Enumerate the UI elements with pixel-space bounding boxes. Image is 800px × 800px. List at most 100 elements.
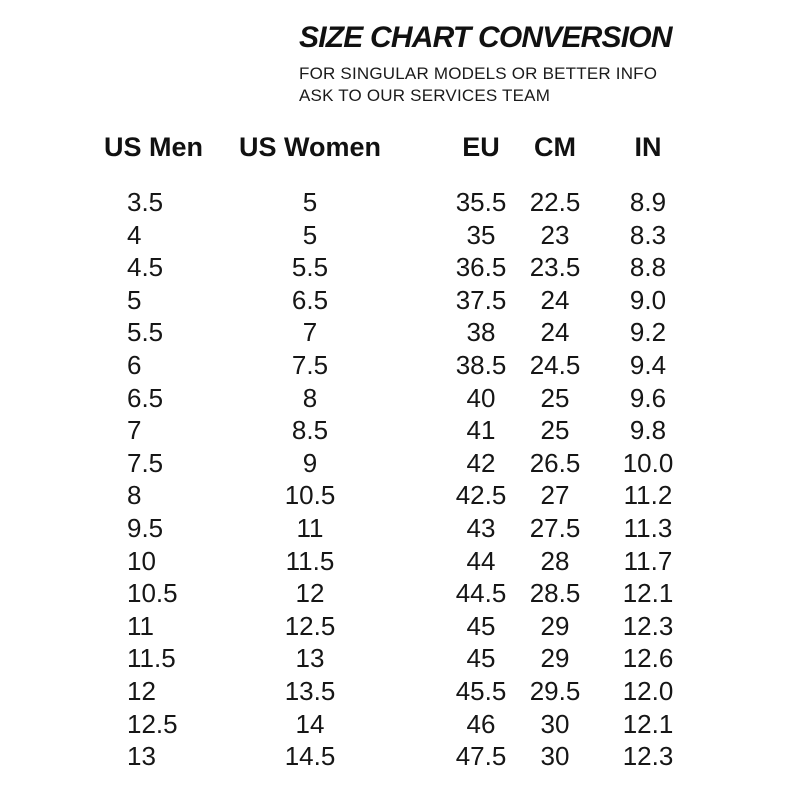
table-row: 4.5 5.5 36.5 23.5 8.8: [104, 251, 704, 284]
page-title: SIZE CHART CONVERSION: [299, 21, 673, 54]
table-cell: 12.3: [622, 610, 674, 641]
table-cell: 9.0: [629, 284, 667, 315]
table-cell: 6.5: [127, 382, 164, 413]
table-cell: 35: [466, 219, 496, 250]
table-cell: 29: [540, 643, 570, 674]
table-cell: 24: [540, 317, 570, 348]
table-cell: 9.8: [629, 415, 667, 446]
column-header-in: IN: [634, 132, 662, 162]
table-cell: 12.6: [622, 643, 674, 674]
column-header-us-women: US Women: [238, 132, 381, 162]
table-cell: 11.7: [623, 545, 673, 576]
table-cell: 12.1: [622, 708, 674, 739]
table-cell: 10: [127, 545, 156, 576]
table-cell: 24.5: [529, 349, 581, 380]
table-cell: 25: [540, 382, 570, 413]
table-row: 12 13.5 45.5 29.5 12.0: [104, 675, 704, 708]
table-cell: 7: [302, 317, 318, 348]
table-cell: 23.5: [529, 252, 581, 283]
table-cell: 7: [127, 415, 142, 446]
table-cell: 25: [540, 415, 570, 446]
table-cell: 12.0: [622, 675, 674, 706]
table-cell: 11: [127, 610, 154, 641]
table-cell: 5.5: [291, 252, 329, 283]
table-cell: 13: [127, 741, 156, 772]
table-cell: 12.3: [622, 741, 674, 772]
table-cell: 6.5: [291, 284, 329, 315]
table-cell: 13.5: [284, 675, 336, 706]
table-cell: 14: [295, 708, 325, 739]
table-cell: 27.5: [529, 512, 581, 543]
table-cell: 8.8: [629, 252, 667, 283]
table-cell: 3.5: [127, 187, 164, 217]
table-row: 11 12.5 45 29 12.3: [104, 610, 704, 643]
table-cell: 9.4: [629, 349, 667, 380]
size-conversion-table: US Men US Women EU CM IN 3.5 5 35.5 22.5 8.9…: [104, 130, 704, 773]
table-cell: 44: [466, 545, 496, 576]
page-subtitle-line2: ASK TO OUR SERVICES TEAM: [299, 86, 551, 105]
table-cell: 4.5: [127, 252, 164, 283]
table-cell: 28.5: [529, 578, 581, 609]
table-cell: 30: [540, 741, 570, 772]
table-row: 11.5 13 45 29 12.6: [104, 642, 704, 675]
table-cell: 5: [302, 219, 318, 250]
table-cell: 10.5: [127, 578, 178, 609]
table-row: 5 6.5 37.5 24 9.0: [104, 284, 704, 317]
table-cell: 30: [540, 708, 570, 739]
table-cell: 29.5: [529, 675, 581, 706]
table-cell: 44.5: [455, 578, 507, 609]
table-cell: 26.5: [529, 447, 581, 478]
table-cell: 45.5: [455, 675, 507, 706]
table-cell: 11.5: [285, 545, 335, 576]
table-cell: 11.3: [623, 512, 673, 543]
table-cell: 12: [127, 675, 156, 706]
table-cell: 9.6: [629, 382, 667, 413]
table-cell: 10.5: [284, 480, 336, 511]
table-cell: 43: [466, 512, 496, 543]
table-cell: 8.9: [629, 187, 667, 217]
table-cell: 27: [540, 480, 570, 511]
table-cell: 46: [466, 708, 496, 739]
table-cell: 40: [466, 382, 496, 413]
table-cell: 42: [466, 447, 496, 478]
table-cell: 8.3: [629, 219, 667, 250]
table-cell: 12.5: [284, 610, 336, 641]
table-cell: 14.5: [284, 741, 336, 772]
table-row: 6 7.5 38.5 24.5 9.4: [104, 349, 704, 382]
table-cell: 5.5: [127, 317, 164, 348]
column-header-eu: EU: [462, 132, 500, 162]
table-cell: 10.0: [622, 447, 674, 478]
table-row: 7 8.5 41 25 9.8: [104, 414, 704, 447]
table-cell: 45: [466, 610, 496, 641]
table-row: 10 11.5 44 28 11.7: [104, 545, 704, 578]
table-row: 3.5 5 35.5 22.5 8.9: [104, 186, 704, 219]
table-cell: 22.5: [529, 187, 581, 217]
table-row: 5.5 7 38 24 9.2: [104, 316, 704, 349]
table-cell: 42.5: [455, 480, 507, 511]
table-cell: 9.5: [127, 512, 164, 543]
table-cell: 12.1: [622, 578, 674, 609]
table-cell: 8: [127, 480, 142, 511]
table-cell: 6: [127, 349, 142, 380]
table-cell: 8.5: [291, 415, 329, 446]
table-cell: 23: [540, 219, 570, 250]
table-cell: 36.5: [455, 252, 507, 283]
column-header-cm: CM: [534, 132, 576, 162]
table-row: 7.5 9 42 26.5 10.0: [104, 447, 704, 480]
table-cell: 7.5: [291, 349, 329, 380]
table-cell: 9.2: [629, 317, 667, 348]
table-row: 6.5 8 40 25 9.6: [104, 382, 704, 415]
table-cell: 7.5: [127, 447, 164, 478]
page-subtitle-line1: FOR SINGULAR MODELS OR BETTER INFO: [299, 64, 658, 83]
table-cell: 5: [127, 284, 142, 315]
table-cell: 37.5: [455, 284, 507, 315]
table-row: 9.5 11 43 27.5 11.3: [104, 512, 704, 545]
table-cell: 24: [540, 284, 570, 315]
header-block: SIZE CHART CONVERSION FOR SINGULAR MODEL…: [299, 21, 673, 107]
table-cell: 4: [127, 219, 142, 250]
table-cell: 12: [295, 578, 325, 609]
table-cell: 29: [540, 610, 570, 641]
table-cell: 12.5: [127, 708, 178, 739]
table-cell: 45: [466, 643, 496, 674]
